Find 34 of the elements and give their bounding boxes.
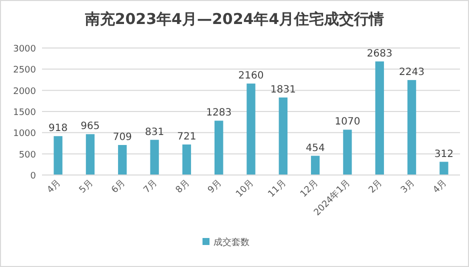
y-tick-label: 2500 (13, 66, 36, 76)
y-tick-label: 0 (30, 172, 36, 182)
title: 南充2023年4月—2024年4月住宅成交行情 (84, 10, 384, 28)
x-tick-label: 6月 (110, 178, 128, 196)
x-tick-label: 4月 (46, 178, 64, 196)
data-label: 1831 (270, 84, 296, 96)
x-tick-label: 8月 (174, 178, 192, 196)
y-tick-label: 2000 (13, 86, 36, 97)
data-label: 1070 (334, 116, 360, 128)
data-label: 2243 (399, 67, 424, 78)
x-tick-label: 12月 (298, 178, 320, 200)
data-label: 2160 (238, 70, 264, 82)
data-label: 721 (177, 131, 196, 142)
data-label: 709 (112, 132, 132, 143)
x-tick-label: 9月 (206, 178, 224, 196)
x-tick-label: 3月 (399, 178, 417, 196)
x-tick-label: 11月 (266, 178, 288, 200)
x-tick-label: 10月 (234, 178, 256, 200)
x-tick-label: 5月 (78, 178, 96, 196)
data-label: 454 (306, 142, 325, 154)
y-tick-label: 1500 (13, 108, 36, 118)
data-label: 831 (144, 126, 164, 138)
data-label: 1283 (206, 108, 232, 119)
data-label: 312 (434, 148, 454, 160)
y-tick-label: 1000 (13, 129, 36, 140)
data-label: 918 (48, 123, 68, 134)
x-tick-label: 2月 (367, 178, 385, 196)
x-tick-label: 7月 (142, 178, 160, 196)
y-tick-label: 500 (18, 150, 36, 160)
x-tick-label: 4月 (432, 178, 450, 196)
y-tick-label: 3000 (13, 44, 36, 54)
data-label: 965 (80, 121, 100, 132)
data-label: 2683 (366, 48, 392, 60)
legend-label: 成交套数 (214, 237, 250, 248)
